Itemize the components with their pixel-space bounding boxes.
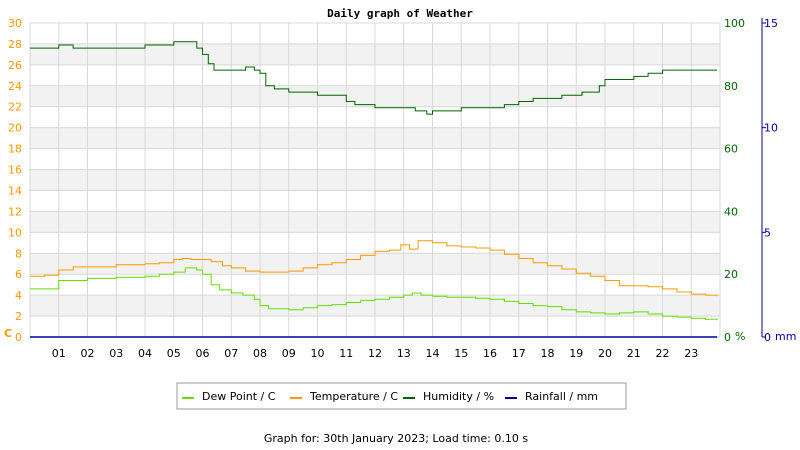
rain-axis: mm 0 5 10 15 bbox=[761, 17, 796, 344]
humidity-line bbox=[30, 41, 718, 115]
x-axis-tick-label: 13 bbox=[397, 347, 411, 360]
left-axis-tick-label: 10 bbox=[8, 226, 22, 239]
left-axis-tick-label: 30 bbox=[8, 17, 22, 30]
humidity-axis-tick-label: 40 bbox=[724, 205, 738, 218]
x-axis-tick-label: 10 bbox=[311, 347, 325, 360]
left-axis-unit: C bbox=[4, 327, 12, 340]
humidity-axis-tick-label: 100 bbox=[724, 17, 745, 30]
humidity-axis-tick-label: 0 bbox=[724, 331, 731, 344]
x-axis-tick-label: 11 bbox=[339, 347, 353, 360]
footer-text: Graph for: 30th January 2023; Load time:… bbox=[264, 432, 528, 445]
x-axis-tick-label: 05 bbox=[167, 347, 181, 360]
humidity-axis-unit: % bbox=[735, 330, 745, 343]
x-axis-tick-label: 19 bbox=[569, 347, 583, 360]
x-axis-tick-label: 01 bbox=[52, 347, 66, 360]
x-axis-tick-label: 03 bbox=[109, 347, 123, 360]
left-axis-tick-label: 18 bbox=[8, 143, 22, 156]
humidity-axis: % 0 20 40 60 80 100 bbox=[724, 17, 745, 344]
x-axis-tick-label: 17 bbox=[512, 347, 526, 360]
x-axis-tick-label: 12 bbox=[368, 347, 382, 360]
x-axis-tick-label: 02 bbox=[81, 347, 95, 360]
rain-axis-tick-label: 5 bbox=[764, 226, 771, 239]
rain-axis-tick-label: 10 bbox=[764, 122, 778, 135]
left-axis-tick-label: 6 bbox=[15, 268, 22, 281]
x-axis-tick-label: 09 bbox=[282, 347, 296, 360]
x-axis-tick-label: 04 bbox=[138, 347, 152, 360]
x-axis-tick-label: 18 bbox=[541, 347, 555, 360]
left-axis-tick-label: 14 bbox=[8, 184, 22, 197]
x-axis-tick-label: 21 bbox=[627, 347, 641, 360]
series-lines bbox=[30, 41, 718, 338]
left-axis-tick-label: 4 bbox=[15, 289, 22, 302]
temperature-c-line bbox=[30, 240, 718, 297]
legend-label: Humidity / % bbox=[423, 390, 494, 403]
dew-point-c-line bbox=[30, 267, 718, 321]
x-axis-tick-label: 22 bbox=[656, 347, 670, 360]
x-axis-tick-label: 07 bbox=[224, 347, 238, 360]
humidity-axis-tick-label: 80 bbox=[724, 80, 738, 93]
left-axis-tick-label: 16 bbox=[8, 164, 22, 177]
x-axis-tick-label: 16 bbox=[483, 347, 497, 360]
rain-axis-tick-label: 0 bbox=[764, 331, 771, 344]
left-axis-tick-label: 26 bbox=[8, 59, 22, 72]
humidity-axis-tick-label: 20 bbox=[724, 268, 738, 281]
legend-label: Temperature / C bbox=[309, 390, 398, 403]
rain-axis-unit: mm bbox=[775, 330, 796, 343]
x-axis: 01 02 03 04 05 06 07 08 09 10 11 12 13 14 15 16 17 18 19 20… bbox=[52, 347, 699, 360]
left-axis-tick-label: 24 bbox=[8, 80, 22, 93]
x-axis-tick-label: 15 bbox=[454, 347, 468, 360]
legend-label: Dew Point / C bbox=[202, 390, 276, 403]
x-axis-tick-label: 14 bbox=[426, 347, 440, 360]
left-axis-tick-label: 2 bbox=[15, 310, 22, 323]
left-axis-tick-label: 0 bbox=[15, 331, 22, 344]
left-axis-tick-label: 8 bbox=[15, 247, 22, 260]
left-axis-tick-label: 12 bbox=[8, 205, 22, 218]
legend-label: Rainfall / mm bbox=[525, 390, 598, 403]
left-axis-tick-label: 28 bbox=[8, 38, 22, 51]
x-axis-tick-label: 23 bbox=[684, 347, 698, 360]
legend: Dew Point / C Temperature / C Humidity / %… bbox=[176, 382, 627, 410]
x-axis-tick-label: 06 bbox=[196, 347, 210, 360]
rain-axis-tick-label: 15 bbox=[764, 17, 778, 30]
left-axis-tick-label: 20 bbox=[8, 122, 22, 135]
humidity-axis-tick-label: 60 bbox=[724, 143, 738, 156]
grid-lines bbox=[29, 22, 721, 338]
left-axis-tick-label: 22 bbox=[8, 101, 22, 114]
x-axis-tick-label: 08 bbox=[253, 347, 267, 360]
legend-box bbox=[176, 382, 627, 410]
chart-title: Daily graph of Weather bbox=[327, 7, 473, 20]
x-axis-tick-label: 20 bbox=[598, 347, 612, 360]
